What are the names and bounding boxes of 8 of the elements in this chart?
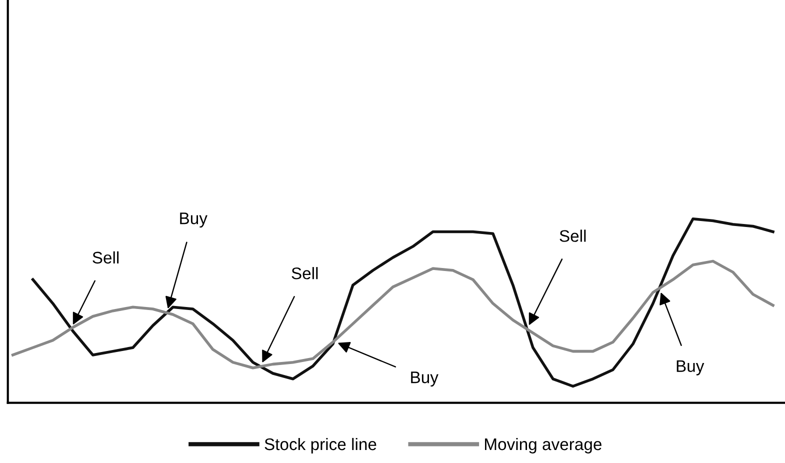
annotation: Buy <box>180 212 208 228</box>
legend-label: Moving average <box>485 438 602 454</box>
annotation: Sell <box>92 251 119 264</box>
annotation: Sell <box>292 267 318 280</box>
annotation: Buy <box>411 372 438 387</box>
annotation: Sell <box>560 230 586 242</box>
annotation: Buy <box>676 360 704 376</box>
legend-label: Stock price line <box>264 438 376 454</box>
